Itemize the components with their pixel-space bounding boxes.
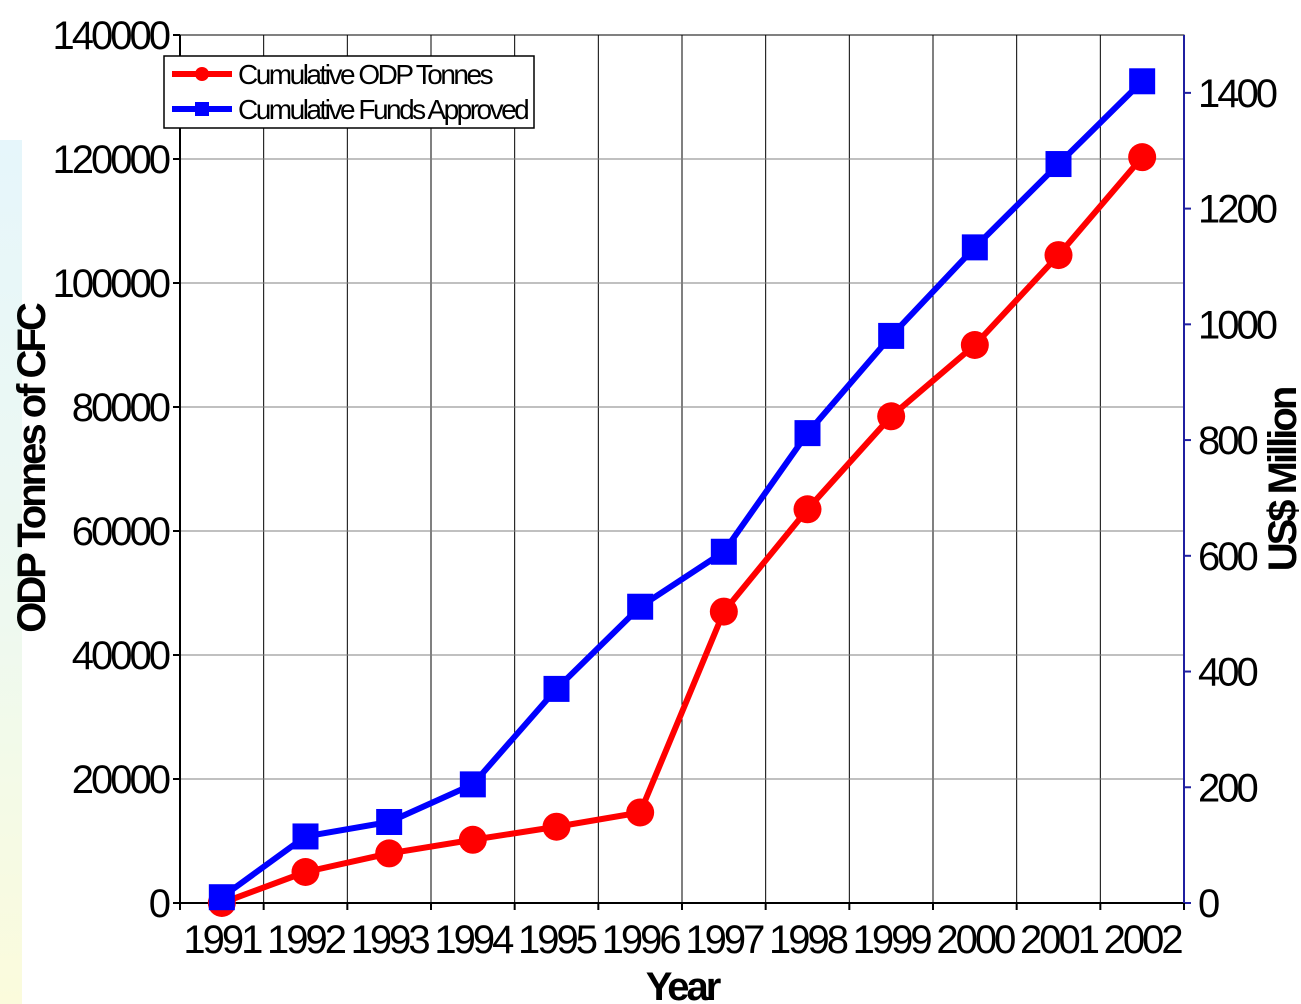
grid <box>180 35 1184 903</box>
y2-tick-label: 600 <box>1198 535 1257 579</box>
y2-tick-label: 800 <box>1198 419 1257 463</box>
y2-tick-label: 0 <box>1198 882 1219 926</box>
data-point <box>542 812 571 841</box>
data-point <box>793 495 822 524</box>
series-line <box>220 79 1145 900</box>
legend-marker-odp <box>195 67 209 81</box>
data-point <box>627 593 654 620</box>
y-axis-title: ODP Tonnes of CFC <box>10 303 54 633</box>
y2-tick-label: 400 <box>1198 651 1257 695</box>
data-point <box>543 675 570 702</box>
legend: Cumulative ODP Tonnes Cumulative Funds A… <box>163 55 535 129</box>
x-tick-label: 2001 <box>1020 918 1099 962</box>
data-point <box>1128 143 1157 172</box>
data-point <box>458 825 487 854</box>
data-point <box>1044 241 1073 270</box>
x-tick-label: 1998 <box>769 918 848 962</box>
y-tick-label: 0 <box>149 882 170 926</box>
axes <box>173 34 1191 910</box>
y-tick-label: 140000 <box>53 14 170 58</box>
data-point <box>626 798 655 827</box>
x-axis-title: Year <box>646 965 721 1004</box>
y-tick-label: 60000 <box>72 510 170 554</box>
data-point <box>375 839 404 868</box>
y-tick-label: 120000 <box>53 138 170 182</box>
x-tick-label: 1995 <box>518 918 597 962</box>
y-tick-label: 80000 <box>72 386 170 430</box>
legend-label-funds: Cumulative Funds Approved <box>238 94 528 125</box>
y2-tick-label: 200 <box>1198 766 1257 810</box>
y-tick-label: 100000 <box>53 262 170 306</box>
x-tick-label: 1999 <box>853 918 932 962</box>
data-point <box>794 420 821 447</box>
data-point <box>1129 68 1156 95</box>
x-tick-label: 1996 <box>602 918 681 962</box>
y2-tick-label: 1000 <box>1198 303 1277 347</box>
series-line <box>220 155 1145 906</box>
x-tick-label: 2000 <box>936 918 1015 962</box>
data-point <box>208 884 235 911</box>
series-funds-approved <box>208 68 1156 911</box>
left-edge-gradient <box>0 140 22 1004</box>
data-point <box>960 331 989 359</box>
y2-tick-label: 1400 <box>1198 72 1277 116</box>
data-point <box>961 234 988 261</box>
data-point <box>459 771 486 798</box>
x-tick-label: 1993 <box>351 918 430 962</box>
tick-labels: 0 20000 40000 60000 80000 100000 120000 140000 0… <box>53 14 1280 962</box>
x-tick-label: 1997 <box>685 918 764 962</box>
data-point <box>878 322 905 349</box>
legend-box <box>163 55 535 129</box>
y2-axis-title: US$ Million <box>1261 388 1301 571</box>
y-tick-label: 20000 <box>72 758 170 802</box>
legend-entry-odp: Cumulative ODP Tonnes <box>172 59 495 90</box>
y-tick-label: 40000 <box>72 634 170 678</box>
series-layer <box>207 68 1157 917</box>
legend-label-odp: Cumulative ODP Tonnes <box>238 59 493 90</box>
x-tick-label: 1992 <box>267 918 346 962</box>
data-point <box>291 858 320 886</box>
x-tick-label: 1991 <box>183 918 262 962</box>
data-point <box>292 823 319 850</box>
data-point <box>376 808 403 835</box>
x-tick-label: 2002 <box>1104 918 1183 962</box>
data-point <box>709 597 738 626</box>
legend-marker-funds <box>195 102 209 116</box>
data-point <box>877 402 906 431</box>
legend-entry-funds: Cumulative Funds Approved <box>172 94 531 125</box>
data-point <box>1045 151 1072 178</box>
x-tick-label: 1994 <box>434 918 514 962</box>
data-point <box>710 538 737 565</box>
y2-tick-label: 1200 <box>1198 188 1277 232</box>
